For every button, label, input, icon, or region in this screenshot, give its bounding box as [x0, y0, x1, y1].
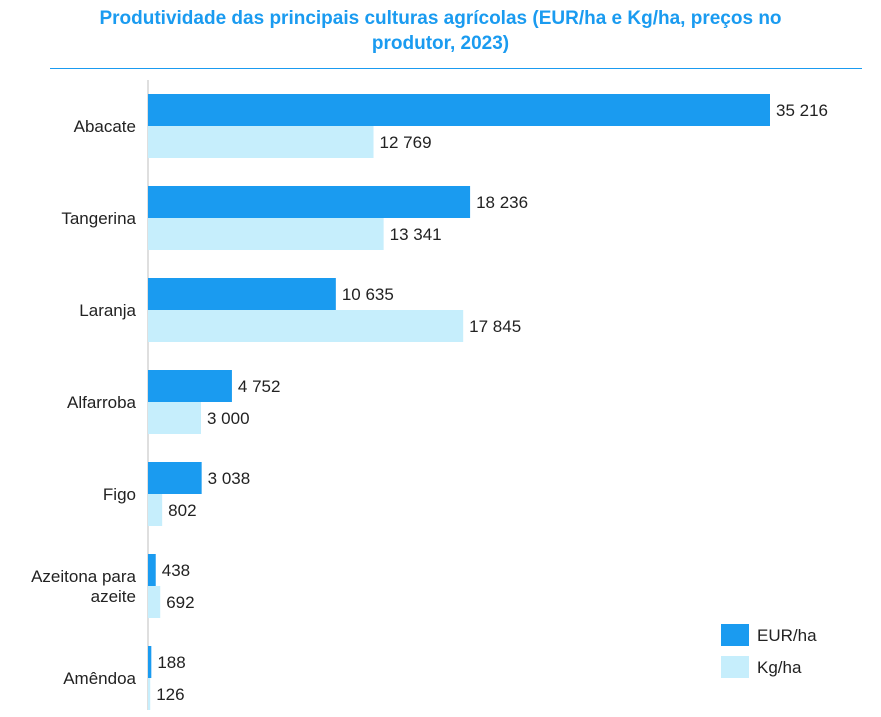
data-label-eur-ha: 438	[162, 561, 190, 580]
data-label-eur-ha: 4 752	[238, 377, 281, 396]
legend-swatch-eur-ha	[721, 624, 749, 646]
data-label-kg-ha: 692	[166, 593, 194, 612]
data-label-kg-ha: 12 769	[380, 133, 432, 152]
legend-label-eur-ha: EUR/ha	[757, 626, 817, 645]
legend-swatch-kg-ha	[721, 656, 749, 678]
bar-kg-ha	[148, 310, 464, 342]
bar-kg-ha	[148, 126, 374, 158]
chart-title-line-1: Produtividade das principais culturas ag…	[99, 8, 782, 29]
category-label: Abacate	[74, 117, 136, 136]
bar-kg-ha	[148, 494, 163, 526]
chart-title: Produtividade das principais culturas ag…	[0, 6, 881, 56]
bar-eur-ha	[148, 94, 770, 126]
bar-kg-ha	[148, 678, 151, 710]
data-label-eur-ha: 35 216	[776, 101, 828, 120]
bar-eur-ha	[148, 646, 152, 678]
bar-eur-ha	[148, 554, 156, 586]
bar-kg-ha	[148, 402, 201, 434]
title-divider	[50, 68, 862, 69]
category-label: Alfarroba	[67, 393, 137, 412]
data-label-eur-ha: 188	[157, 653, 185, 672]
data-label-kg-ha: 13 341	[390, 225, 442, 244]
category-label: azeite	[91, 587, 136, 606]
data-label-eur-ha: 3 038	[208, 469, 251, 488]
data-label-eur-ha: 18 236	[476, 193, 528, 212]
bar-kg-ha	[148, 218, 384, 250]
bar-kg-ha	[148, 586, 161, 618]
data-label-kg-ha: 17 845	[469, 317, 521, 336]
data-label-kg-ha: 3 000	[207, 409, 250, 428]
data-label-kg-ha: 802	[168, 501, 196, 520]
data-label-kg-ha: 126	[156, 685, 184, 704]
category-label: Tangerina	[61, 209, 136, 228]
bar-eur-ha	[148, 462, 202, 494]
data-label-eur-ha: 10 635	[342, 285, 394, 304]
category-label: Amêndoa	[63, 669, 136, 688]
bar-eur-ha	[148, 278, 336, 310]
category-label: Figo	[103, 485, 136, 504]
category-label: Laranja	[79, 301, 136, 320]
bar-eur-ha	[148, 370, 232, 402]
bar-eur-ha	[148, 186, 471, 218]
category-label: Azeitona para	[31, 567, 136, 586]
legend-label-kg-ha: Kg/ha	[757, 658, 802, 677]
chart-title-line-2: produtor, 2023)	[371, 33, 510, 54]
